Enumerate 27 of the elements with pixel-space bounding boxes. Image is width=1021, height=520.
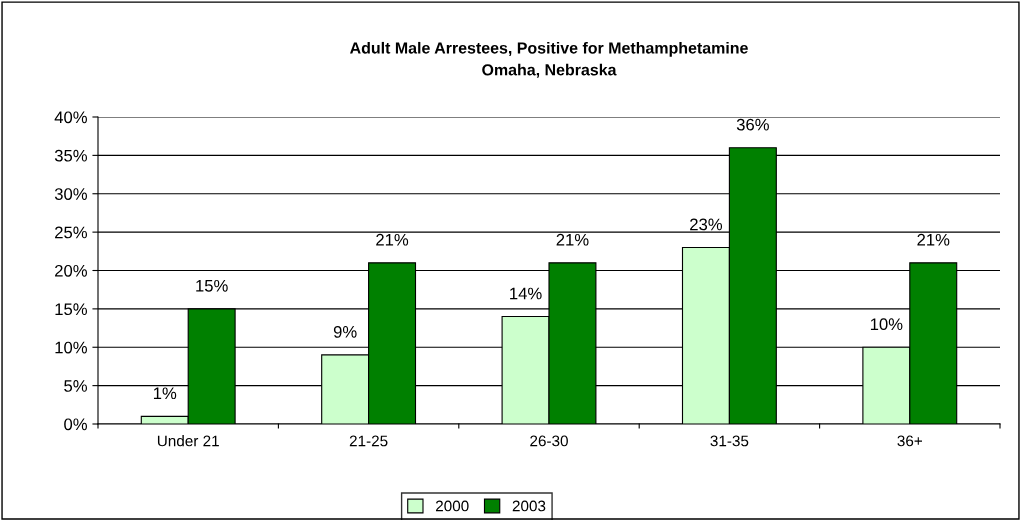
legend-label: 2003 xyxy=(512,500,546,512)
y-tick-label: 0% xyxy=(64,418,87,431)
x-tick-label: 36+ xyxy=(897,435,922,447)
y-tick-label: 40% xyxy=(54,111,87,124)
data-label: 14% xyxy=(510,287,542,300)
chart-title: Adult Male Arrestees, Positive for Methamphetamine Omaha, Nebraska xyxy=(350,41,748,78)
data-label: 23% xyxy=(690,218,723,231)
y-tick-label: 35% xyxy=(54,149,87,162)
data-label: 21% xyxy=(376,233,409,246)
data-label: 10% xyxy=(870,318,903,331)
y-tick-label: 10% xyxy=(55,341,87,354)
data-label: 21% xyxy=(556,233,589,246)
x-tick-label: 21-25 xyxy=(349,435,388,447)
data-label: 15% xyxy=(196,279,228,292)
legend-label: 2000 xyxy=(435,500,469,512)
x-tick-label: 26-30 xyxy=(530,435,568,447)
y-tick-label: 30% xyxy=(54,188,87,200)
y-tick-label: 15% xyxy=(55,303,87,316)
data-label: 36% xyxy=(736,118,769,131)
y-tick-label: 20% xyxy=(55,264,87,277)
x-tick-label: 31-35 xyxy=(710,435,749,447)
y-tick-label: 25% xyxy=(55,226,87,239)
data-label: 9% xyxy=(333,325,357,338)
data-label: 21% xyxy=(917,233,950,246)
x-tick-label: Under 21 xyxy=(157,435,219,447)
y-tick-label: 5% xyxy=(64,380,87,392)
data-label: 1% xyxy=(153,387,177,400)
